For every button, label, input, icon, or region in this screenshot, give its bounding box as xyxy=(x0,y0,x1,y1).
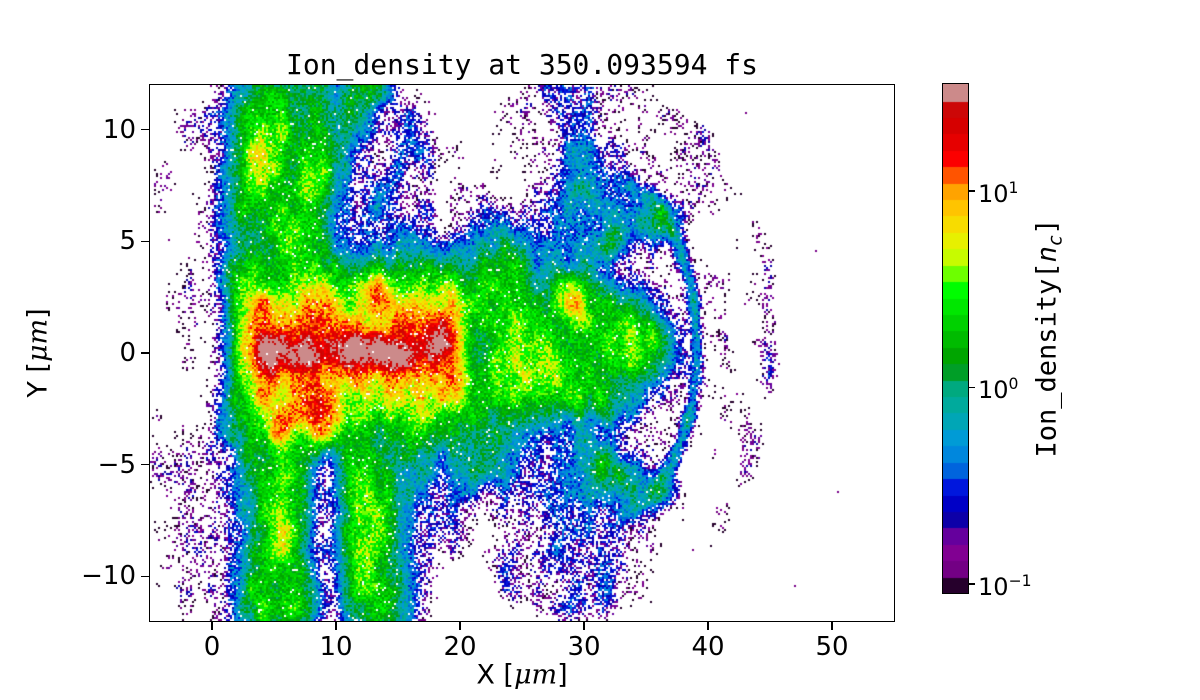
y-tick-mark xyxy=(141,352,149,354)
x-tick-mark xyxy=(707,622,709,630)
y-tick-mark xyxy=(141,463,149,466)
y-tick-label: 0 xyxy=(119,338,136,368)
colorbar-label-post: ] xyxy=(1031,218,1063,235)
y-tick-label: 5 xyxy=(119,226,136,257)
y-tick-label: −10 xyxy=(81,561,136,592)
plot-area xyxy=(149,84,895,622)
colorbar-label-pre: Ion_density[ xyxy=(1031,262,1063,458)
colorbar-label-sub: c xyxy=(1044,234,1067,247)
colorbar-tick-mark xyxy=(969,386,975,389)
plot-title: Ion_density at 350.093594 fs xyxy=(285,48,758,81)
x-tick-mark xyxy=(583,622,585,630)
x-tick-mark xyxy=(211,622,213,630)
y-tick-mark xyxy=(141,575,149,578)
y-axis-label-post: ] xyxy=(22,308,54,319)
y-axis-label-unit: μm xyxy=(22,318,54,363)
y-tick-label: −5 xyxy=(97,449,136,480)
colorbar-label-var: n xyxy=(1031,246,1063,263)
y-axis-label: Y [μm] xyxy=(23,308,54,397)
x-tick-label: 10 xyxy=(319,632,353,662)
heatmap-canvas xyxy=(150,85,894,621)
colorbar-tick-label: 100 xyxy=(978,375,1019,405)
colorbar-tick-label: 101 xyxy=(978,178,1019,208)
colorbar-tick-mark xyxy=(969,583,975,585)
x-tick-label: 50 xyxy=(815,632,849,662)
x-axis-label-post: ] xyxy=(557,659,568,691)
colorbar-label: Ion_density[nc] xyxy=(1031,219,1066,458)
colorbar-tick-mark xyxy=(969,190,975,192)
y-tick-mark xyxy=(141,128,149,131)
x-tick-label: 0 xyxy=(203,632,221,662)
y-axis-label-pre: Y [ xyxy=(22,362,54,398)
x-tick-label: 20 xyxy=(443,632,477,662)
x-axis-label-pre: X [ xyxy=(476,659,514,691)
x-tick-label: 40 xyxy=(691,632,725,662)
colorbar-tick-label: 10−1 xyxy=(978,572,1032,601)
x-tick-label: 30 xyxy=(567,632,601,662)
y-tick-mark xyxy=(141,240,149,243)
x-axis-label: X [μm] xyxy=(476,660,567,691)
x-tick-mark xyxy=(335,622,337,630)
x-axis-label-unit: μm xyxy=(513,659,558,691)
x-tick-mark xyxy=(831,622,833,630)
colorbar xyxy=(942,83,969,594)
y-tick-label: 10 xyxy=(102,114,136,145)
x-tick-mark xyxy=(459,622,461,630)
colorbar-canvas xyxy=(943,84,968,593)
